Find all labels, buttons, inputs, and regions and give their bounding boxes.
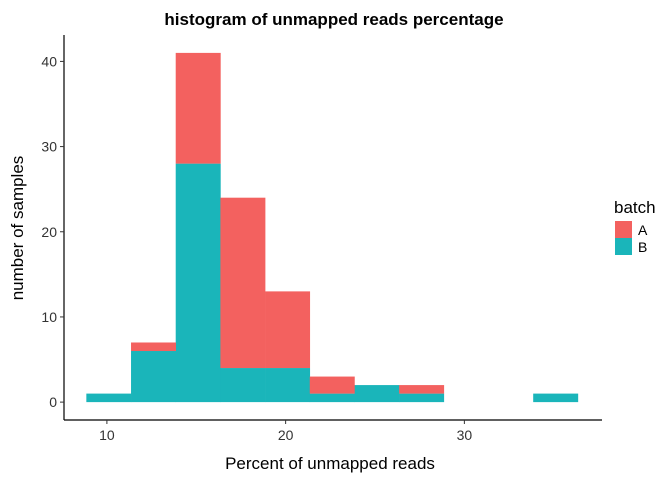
legend-key-b [615, 238, 632, 255]
bars-group [86, 52, 579, 403]
y-tick-label: 0 [49, 394, 57, 410]
y-axis-title: number of samples [8, 156, 27, 301]
bar-b-bin-5 [309, 393, 355, 403]
legend-label-b: B [638, 239, 647, 255]
x-tick-label: 20 [278, 427, 294, 443]
bar-b-bin-0 [86, 393, 132, 403]
bar-a-bin-1 [131, 342, 177, 352]
y-tick-label: 40 [41, 53, 57, 69]
x-ticks: 10 20 30 [99, 420, 472, 443]
bar-a-bin-7 [399, 385, 445, 394]
legend-items: AB [615, 221, 648, 255]
bar-a-bin-5 [309, 376, 355, 394]
x-tick-label: 30 [457, 427, 473, 443]
bar-b-bin-6 [354, 385, 400, 403]
bar-b-bin-4 [265, 368, 311, 403]
y-tick-label: 30 [41, 139, 57, 155]
x-axis-title: Percent of unmapped reads [225, 454, 435, 473]
chart-title: histogram of unmapped reads percentage [164, 10, 503, 29]
legend: batch AB [614, 198, 656, 255]
y-tick-label: 10 [41, 309, 57, 325]
legend-title: batch [614, 198, 656, 217]
legend-key-a [615, 221, 632, 238]
legend-label-a: A [638, 222, 648, 238]
bar-b-bin-10 [533, 393, 579, 403]
bar-b-bin-1 [131, 351, 177, 403]
bar-a-bin-4 [265, 291, 311, 369]
bar-a-bin-3 [220, 197, 266, 369]
y-ticks: 0 10 20 30 40 [41, 53, 64, 410]
x-tick-label: 10 [99, 427, 115, 443]
bar-a-bin-2 [175, 52, 221, 164]
bar-b-bin-3 [220, 368, 266, 403]
y-tick-label: 20 [41, 224, 57, 240]
bar-b-bin-2 [175, 163, 221, 403]
bar-b-bin-7 [399, 393, 445, 403]
